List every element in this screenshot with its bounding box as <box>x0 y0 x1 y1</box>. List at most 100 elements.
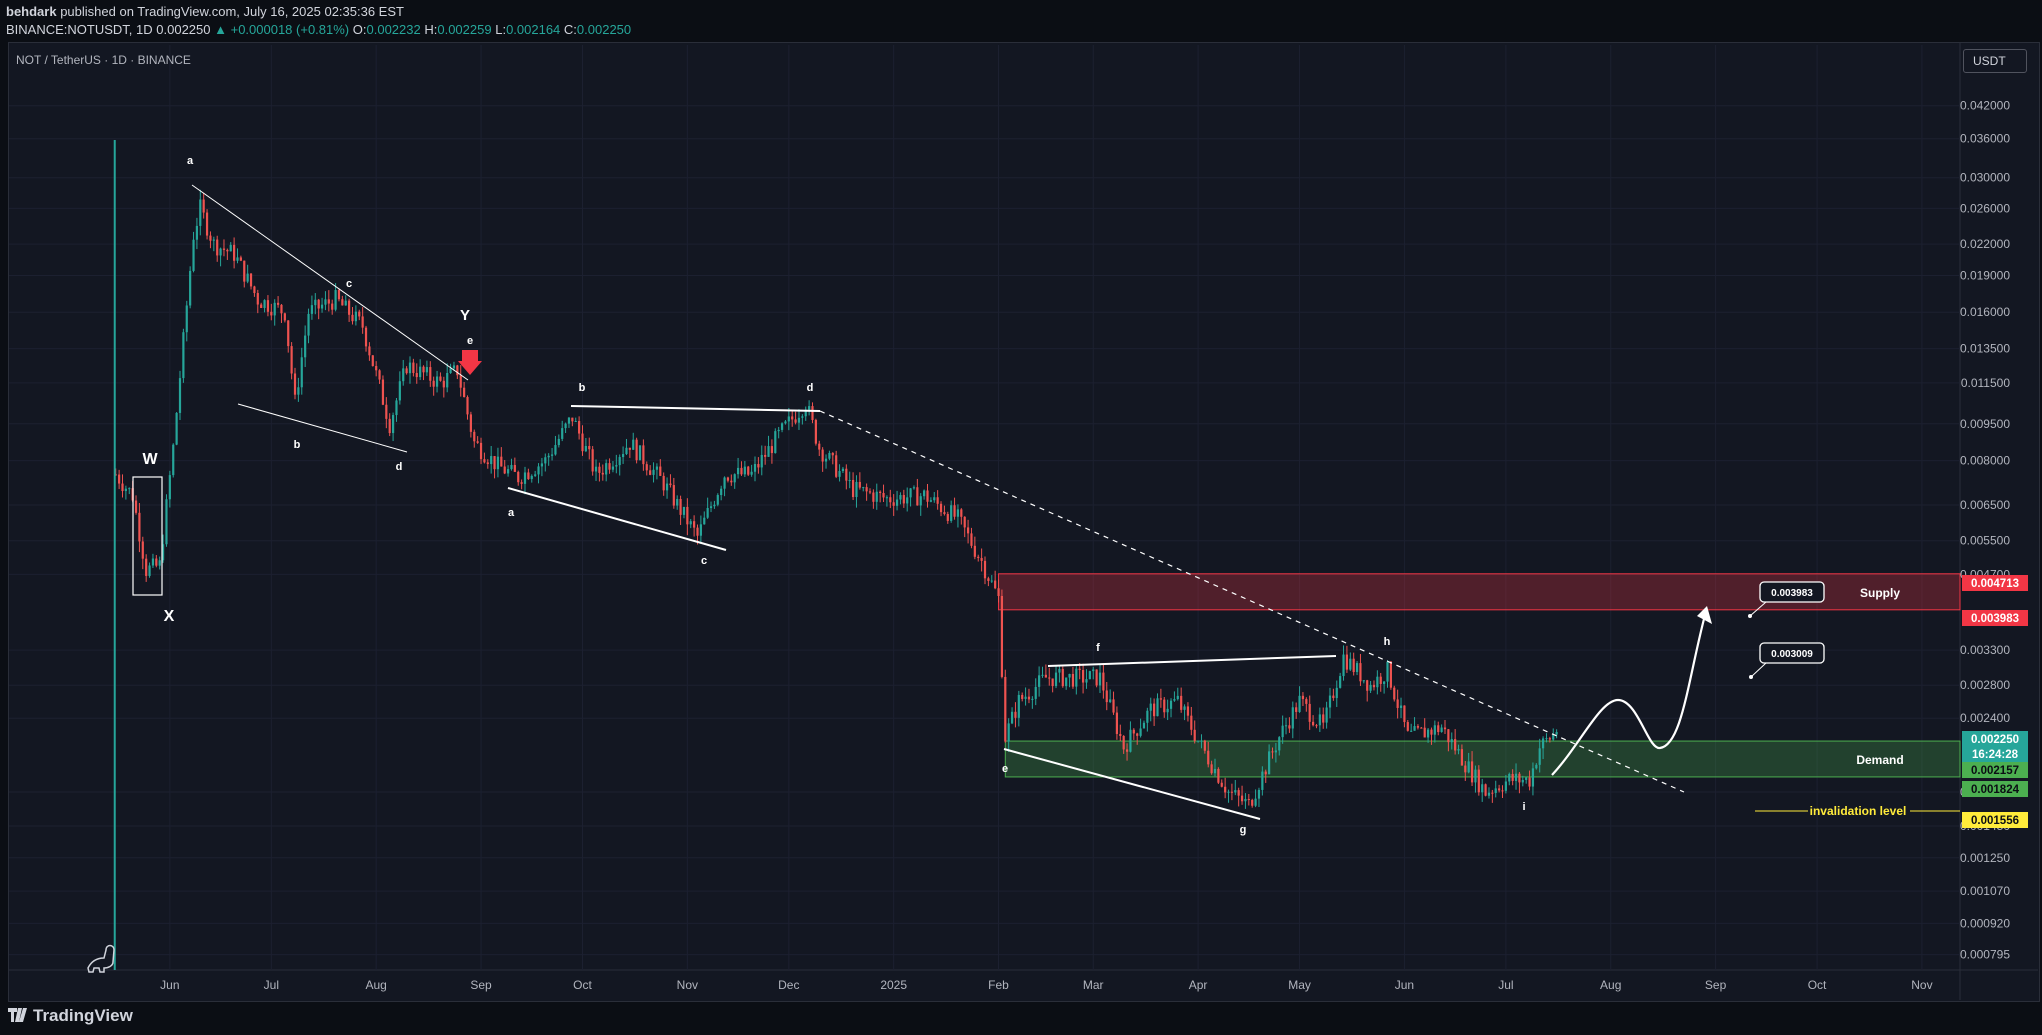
candle-body <box>990 580 993 582</box>
candle-body <box>642 445 645 465</box>
candle-body <box>760 454 763 468</box>
candle-body <box>662 475 665 491</box>
candle-body <box>997 588 1000 596</box>
y-tick-label: 0.000795 <box>1960 948 2010 962</box>
candle-body <box>557 438 560 446</box>
candle-body <box>395 400 398 416</box>
candle-body <box>479 442 483 460</box>
candle-body <box>1153 703 1156 717</box>
down-arrow-icon-body <box>462 350 478 362</box>
y-tick-label: 0.003300 <box>1960 643 2010 657</box>
candle-body <box>145 558 148 576</box>
candle-body <box>1487 792 1491 796</box>
candle-body <box>598 466 601 473</box>
candle-body <box>906 497 909 504</box>
candle-body <box>1004 676 1007 742</box>
candle-body <box>1274 750 1277 753</box>
candle-body <box>730 480 733 483</box>
y-tick-label: 0.013500 <box>1960 342 2010 356</box>
candle-body <box>1254 798 1257 806</box>
candle-body <box>300 357 303 388</box>
candle-body <box>246 273 249 282</box>
candle-body <box>919 496 922 506</box>
candle-body <box>1295 707 1298 712</box>
x-tick-label: Sep <box>470 978 492 992</box>
candle-body <box>391 415 395 434</box>
candle-body <box>161 544 165 561</box>
dashed-trendline <box>819 410 1685 793</box>
candle-body <box>378 370 381 380</box>
candle-body <box>1264 771 1267 775</box>
candle-body <box>412 362 415 373</box>
candle-body <box>733 474 736 483</box>
candle-body <box>348 300 351 315</box>
candle-body <box>703 517 706 525</box>
candle-body <box>909 488 912 498</box>
candle-body <box>388 418 391 434</box>
price-label-value: 16:24:28 <box>1972 749 2019 761</box>
triangle-lower-line <box>237 403 408 453</box>
candle-body <box>926 490 929 502</box>
wave-label: e <box>467 335 473 347</box>
candle-body <box>1007 723 1010 742</box>
candle-body <box>1481 784 1484 793</box>
candle-body <box>1396 699 1399 708</box>
candle-body <box>554 445 557 455</box>
candle-body <box>1372 684 1376 688</box>
candle-body <box>956 509 960 517</box>
candle-body <box>1196 740 1200 742</box>
candle-body <box>1535 764 1538 769</box>
candle-body <box>645 464 648 471</box>
author-name[interactable]: behdark <box>6 4 57 19</box>
range-lower-line <box>507 487 727 551</box>
candle-body <box>1457 749 1460 751</box>
candle-body <box>588 446 591 450</box>
wave-label: g <box>1240 824 1247 836</box>
candle-body <box>682 506 686 515</box>
candle-body <box>1531 768 1535 787</box>
candle-body <box>1024 696 1027 699</box>
candle-body <box>1389 661 1392 688</box>
candle-body <box>591 449 594 472</box>
triangle2-lower-line <box>1003 748 1261 820</box>
candle-body <box>483 459 486 463</box>
wave-label: W <box>142 451 158 468</box>
candle-body <box>422 366 425 373</box>
candle-body <box>537 466 540 475</box>
projection-path <box>1551 614 1707 776</box>
candle-body <box>1000 595 1004 677</box>
candle-body <box>1393 687 1396 700</box>
candle-body <box>364 327 368 347</box>
candle-body <box>831 452 834 456</box>
candle-body <box>1010 711 1014 724</box>
candle-body <box>1061 668 1064 687</box>
candle-body <box>337 290 341 300</box>
candle-body <box>327 299 330 304</box>
wave-label: c <box>346 278 352 290</box>
tradingview-logo-text: TradingView <box>33 1006 133 1025</box>
candle-body <box>1521 779 1524 783</box>
candle-body <box>195 225 199 240</box>
candle-body <box>1115 712 1119 734</box>
candle-body <box>425 367 429 373</box>
currency-button[interactable]: USDT <box>1963 49 2027 73</box>
candle-body <box>862 487 865 489</box>
candle-body <box>1190 715 1193 730</box>
low-value: 0.002164 <box>506 22 561 37</box>
tradingview-logo[interactable]: TradingView <box>8 1006 133 1026</box>
candle-body <box>1034 686 1037 699</box>
ticker[interactable]: BINANCE:NOTUSDT, 1D <box>6 22 153 37</box>
candle-body <box>520 482 523 484</box>
candle-body <box>212 239 215 241</box>
x-tick-label: Oct <box>573 978 592 992</box>
chart-pane[interactable] <box>8 42 2040 1002</box>
candle-body <box>249 273 253 287</box>
candle-body <box>1051 678 1054 687</box>
close-value: 0.002250 <box>576 22 632 37</box>
candle-body <box>672 485 675 506</box>
candle-body <box>855 481 858 498</box>
candle-body <box>889 497 892 503</box>
candle-body <box>1237 790 1240 796</box>
candle-body <box>432 380 435 387</box>
